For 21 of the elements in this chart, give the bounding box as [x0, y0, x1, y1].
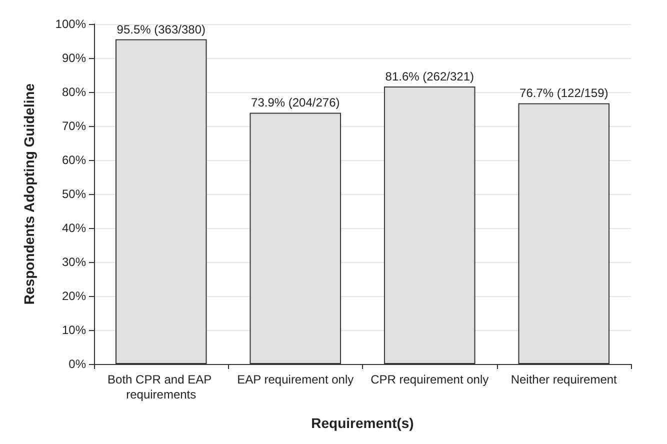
- y-tick-label: 50%: [62, 187, 86, 201]
- x-tick-label: Both CPR and EAP requirements: [108, 372, 215, 402]
- y-tick-label: 70%: [62, 119, 86, 133]
- data-label: 81.6% (262/321): [385, 70, 474, 84]
- y-tick-label: 40%: [62, 221, 86, 235]
- y-tick-label: 30%: [62, 255, 86, 269]
- y-tick-label: 60%: [62, 153, 86, 167]
- y-tick-label: 20%: [62, 289, 86, 303]
- y-tick-label: 0%: [68, 357, 86, 371]
- y-tick-label: 80%: [62, 85, 86, 99]
- data-label: 95.5% (363/380): [116, 22, 206, 36]
- data-label: 76.7% (122/159): [520, 86, 608, 100]
- y-tick-label: 100%: [55, 17, 86, 31]
- data-label: 73.9% (204/276): [251, 96, 340, 110]
- x-tick-label: EAP requirement only: [237, 372, 354, 386]
- y-tick-label: 10%: [62, 323, 86, 337]
- y-tick-label: 90%: [62, 51, 86, 65]
- x-tick-label: Neither requirement: [510, 372, 618, 386]
- x-axis-title: Requirement(s): [311, 415, 414, 431]
- x-tick-label: CPR requirement only: [370, 372, 489, 386]
- y-axis-title: Respondents Adopting Guideline: [21, 83, 37, 305]
